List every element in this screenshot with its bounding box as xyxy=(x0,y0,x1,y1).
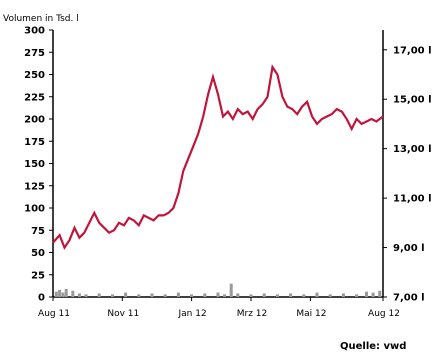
volume-bar xyxy=(341,293,345,297)
right-tick-label: 7,00 l xyxy=(393,293,425,304)
x-tick-label: Nov 11 xyxy=(107,309,139,319)
x-tick-label: Mai 12 xyxy=(296,309,326,319)
source-label: Quelle: vwd xyxy=(340,341,406,352)
volume-bar xyxy=(371,292,375,297)
volume-bar xyxy=(328,294,332,297)
right-tick-label: 17,00 l xyxy=(393,45,432,56)
volume-bar xyxy=(190,294,194,297)
volume-bar xyxy=(64,288,68,297)
x-tick-label: Mrz 12 xyxy=(237,309,268,319)
volume-bar xyxy=(378,290,382,297)
volume-bar xyxy=(77,293,81,297)
volume-bar xyxy=(236,293,240,297)
left-tick-label: 150 xyxy=(24,159,45,170)
left-tick-label: 200 xyxy=(24,115,45,126)
volume-bar xyxy=(58,289,62,297)
x-tick-label: Aug 11 xyxy=(38,309,70,319)
volume-bar xyxy=(176,292,180,297)
left-axis-label: Volumen in Tsd. l xyxy=(3,14,79,24)
volume-bar xyxy=(315,292,319,297)
volume-bar xyxy=(163,294,167,297)
left-axis-ticks: 0 25 50 75 100 125 150 175 200 225 250 275 300 xyxy=(24,26,53,304)
right-axis-ticks: 7,00 l 9,00 l 11,00 l 13,00 l 15,00 l 17,00 l xyxy=(383,45,432,304)
volume-bar xyxy=(223,294,227,297)
volume-bar xyxy=(97,293,101,297)
volume-bar xyxy=(275,294,279,297)
volume-bar xyxy=(124,292,128,297)
left-tick-label: 225 xyxy=(24,92,45,103)
left-tick-label: 300 xyxy=(24,26,45,37)
left-tick-label: 175 xyxy=(24,137,45,148)
volume-bar xyxy=(302,294,306,297)
volume-bar xyxy=(262,293,266,297)
x-tick-label: Jan 12 xyxy=(178,309,207,319)
left-tick-label: 0 xyxy=(38,293,45,304)
left-tick-label: 50 xyxy=(31,248,45,259)
left-tick-label: 75 xyxy=(31,226,45,237)
left-tick-label: 25 xyxy=(31,270,45,281)
right-tick-label: 9,00 l xyxy=(393,243,425,254)
x-tick-label: Aug 12 xyxy=(368,309,400,319)
volume-bar xyxy=(355,294,359,297)
volume-bar xyxy=(229,283,233,297)
axes xyxy=(52,30,384,298)
left-tick-label: 125 xyxy=(24,181,45,192)
price-line xyxy=(52,64,384,250)
volume-bar xyxy=(365,291,368,297)
volume-bar xyxy=(54,291,58,297)
left-tick-label: 250 xyxy=(24,70,45,81)
volume-bar xyxy=(203,293,207,297)
volume-bars xyxy=(54,283,382,297)
volume-bar xyxy=(110,294,114,297)
right-tick-label: 13,00 l xyxy=(393,144,432,155)
volume-bar xyxy=(137,294,141,297)
volume-bar xyxy=(289,293,293,297)
right-tick-label: 15,00 l xyxy=(393,95,432,106)
volume-bar xyxy=(71,290,75,297)
volume-bar xyxy=(216,292,220,297)
x-axis-ticks: Aug 11 Nov 11 Jan 12 Mrz 12 Mai 12 Aug 12 xyxy=(38,297,400,319)
volume-bar xyxy=(61,292,65,297)
volume-bar xyxy=(150,293,154,297)
right-tick-label: 11,00 l xyxy=(393,194,432,205)
left-tick-label: 275 xyxy=(24,48,45,59)
volume-bar xyxy=(249,294,253,297)
volume-bar xyxy=(84,294,88,297)
left-tick-label: 100 xyxy=(24,204,45,215)
